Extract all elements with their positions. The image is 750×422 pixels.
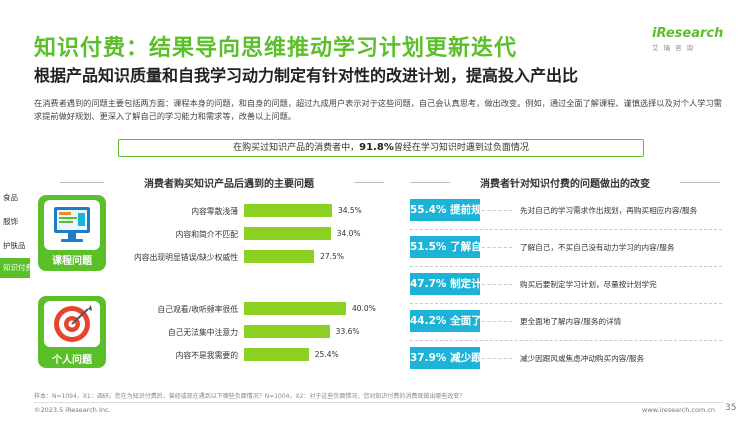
card-icon-area — [44, 301, 100, 347]
description-text: 在消费者遇到的问题主要包括两方面：课程本身的问题，和自身的问题，超过九成用户表示… — [34, 98, 722, 121]
logo-cn: 艾瑞咨询 — [652, 44, 698, 52]
bar-value-label: 34.5% — [337, 206, 362, 215]
target-icon — [54, 305, 92, 342]
course-problem-card: 课程问题 — [38, 195, 106, 271]
change-badge: 51.5% 了解自己 — [410, 236, 492, 258]
banner-prefix: 在购买过知识产品的消费者中， — [233, 143, 360, 153]
bar-value-label: 25.4% — [314, 350, 339, 359]
bar-category-label: 内容不是我需要的 — [175, 351, 238, 360]
computer-course-icon — [54, 207, 90, 242]
divider — [410, 182, 450, 183]
connector-line — [482, 321, 512, 322]
change-badge: 37.9% 减少跟风 — [410, 347, 492, 369]
bar — [244, 227, 331, 240]
banner-suffix: 曾经在学习知识时遇到过负面情况 — [393, 143, 529, 153]
change-description: 了解自己，不买自己没有动力学习的内容/服务 — [520, 243, 675, 252]
bar-category-label: 自己无法集中注意力 — [167, 328, 238, 337]
highlight-banner: 在购买过知识产品的消费者中，91.8%曾经在学习知识时遇到过负面情况 — [118, 139, 644, 157]
side-tab-apparel[interactable]: 服饰 — [3, 217, 18, 226]
left-section-title: 消费者购买知识产品后遇到的主要问题 — [144, 179, 314, 190]
connector-line — [482, 284, 512, 285]
change-description: 更全面地了解内容/服务的详情 — [520, 317, 622, 326]
change-badge: 55.4% 提前规划 — [410, 199, 492, 221]
divider — [354, 182, 384, 183]
banner-value: 91.8% — [359, 142, 394, 153]
bar-value-label: 33.6% — [335, 327, 360, 336]
website-link[interactable]: www.iresearch.com.cn — [642, 406, 716, 414]
right-section-title: 消费者针对知识付费的问题做出的改变 — [480, 179, 650, 190]
bar — [244, 204, 332, 217]
row-separator — [410, 303, 722, 304]
footer-divider — [34, 402, 724, 403]
divider — [60, 182, 104, 183]
change-description: 先对自己的学习需求作出规划，再购买相应内容/服务 — [520, 206, 698, 215]
connector-line — [482, 247, 512, 248]
bar-value-label: 27.5% — [320, 252, 344, 261]
change-badge: 44.2% 全面了解 — [410, 310, 492, 332]
page-number: 35 — [725, 403, 737, 413]
personal-problem-card: 个人问题 — [38, 296, 106, 368]
row-separator — [410, 229, 722, 230]
bar — [244, 325, 330, 338]
change-description: 购买后要制定学习计划，尽量按计划学完 — [520, 280, 657, 289]
divider — [680, 182, 720, 183]
connector-line — [482, 210, 512, 211]
bar-value-label: 40.0% — [352, 304, 376, 313]
change-badge: 47.7% 制定计划 — [410, 273, 492, 295]
page-title: 知识付费：结果导向思维推动学习计划更新迭代 — [34, 36, 518, 61]
bar-category-label: 内容零散浅薄 — [191, 207, 238, 216]
change-description: 减少因跟风或焦虑冲动购买内容/服务 — [520, 354, 645, 363]
bar-category-label: 自己观看/收听频率很低 — [157, 305, 238, 314]
connector-line — [482, 358, 512, 359]
iresearch-logo: iResearch 艾瑞咨询 — [652, 26, 724, 52]
page-subtitle: 根据产品知识质量和自我学习动力制定有针对性的改进计划，提高投入产出比 — [34, 66, 579, 85]
bar — [244, 250, 315, 263]
sample-note: 样本：N=1094，X1：调研。您在为知识付费后，曾经或现在遇到以下哪些负面情况… — [34, 393, 466, 400]
row-separator — [410, 340, 722, 341]
row-separator — [410, 266, 722, 267]
bar-value-label: 34.0% — [336, 229, 361, 238]
logo-brand: iResearch — [652, 26, 724, 41]
side-tab-skincare[interactable]: 护肤品 — [3, 241, 26, 250]
copyright: ©2023.5 iResearch Inc. — [34, 406, 111, 414]
bar-category-label: 内容出现明显错误/缺少权威性 — [134, 253, 238, 262]
personal-problem-label: 个人问题 — [52, 355, 92, 366]
bar-category-label: 内容和简介不匹配 — [175, 230, 238, 239]
course-problem-label: 课程问题 — [52, 256, 92, 267]
bar — [244, 302, 346, 315]
bar — [244, 348, 309, 361]
side-tab-knowledge[interactable]: 知识付费 — [0, 258, 33, 278]
card-icon-area — [44, 200, 100, 250]
side-tab-food[interactable]: 食品 — [3, 193, 18, 202]
